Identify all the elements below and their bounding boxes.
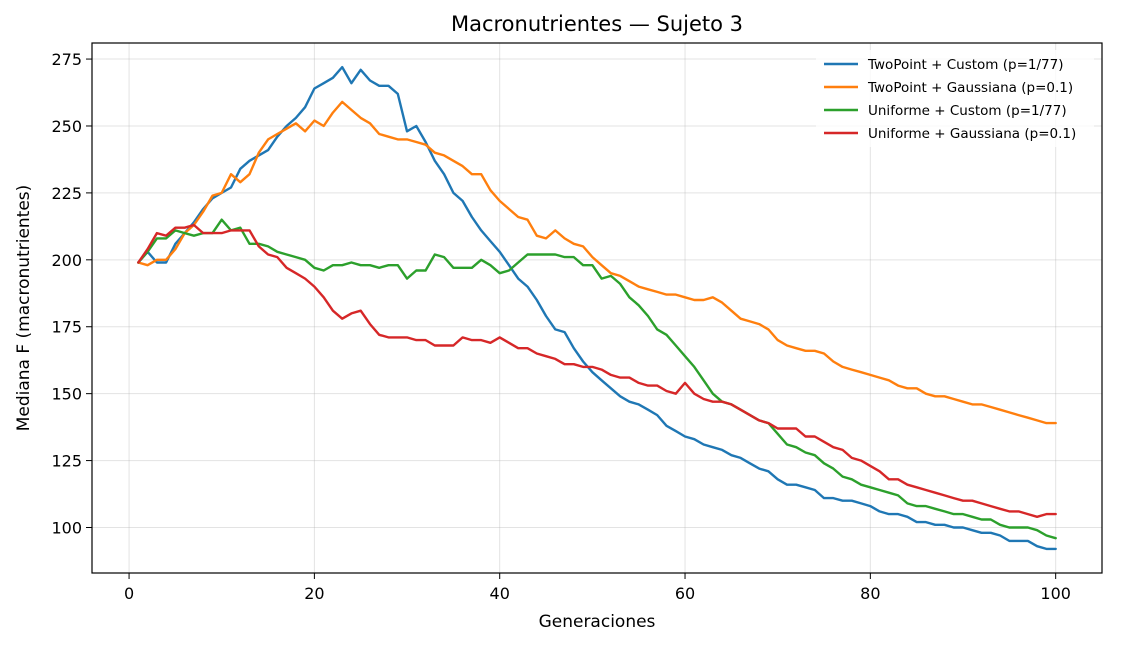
legend-box	[816, 50, 1094, 147]
series-line-4	[137, 223, 1057, 518]
legend-label-1: TwoPoint + Custom (p=1/77)	[867, 57, 1063, 73]
series-layer	[137, 65, 1057, 551]
x-tick-label: 60	[675, 584, 695, 603]
x-tick-label: 80	[860, 584, 880, 603]
chart-title: Macronutrientes — Sujeto 3	[451, 12, 743, 36]
legend-label-2: TwoPoint + Gaussiana (p=0.1)	[867, 80, 1073, 96]
x-tick-label: 40	[490, 584, 510, 603]
plot-frame	[91, 42, 1103, 574]
y-tick-label: 225	[51, 184, 82, 203]
x-axis-label: Generaciones	[539, 612, 656, 632]
ticks: 0 20 40 60 80 100 100 125 150 175 200 225 250 275	[51, 50, 1070, 603]
series-line-3	[137, 218, 1057, 540]
y-tick-label: 250	[51, 117, 82, 136]
y-tick-label: 200	[51, 251, 82, 270]
x-tick-label: 100	[1040, 584, 1071, 603]
x-tick-label: 20	[304, 584, 324, 603]
series-line-1	[137, 65, 1057, 551]
series-line-2	[137, 100, 1057, 425]
y-tick-label: 175	[51, 318, 82, 337]
legend-label-4: Uniforme + Gaussiana (p=0.1)	[868, 126, 1076, 142]
y-tick-label: 150	[51, 385, 82, 404]
y-axis-label: Mediana F (macronutrientes)	[14, 185, 34, 432]
y-tick-label: 125	[51, 452, 82, 471]
legend-label-3: Uniforme + Custom (p=1/77)	[868, 103, 1067, 119]
y-tick-label: 100	[51, 518, 82, 537]
x-tick-label: 0	[124, 584, 134, 603]
y-tick-label: 275	[51, 50, 82, 69]
legend: TwoPoint + Custom (p=1/77) TwoPoint + Gau…	[816, 50, 1094, 147]
